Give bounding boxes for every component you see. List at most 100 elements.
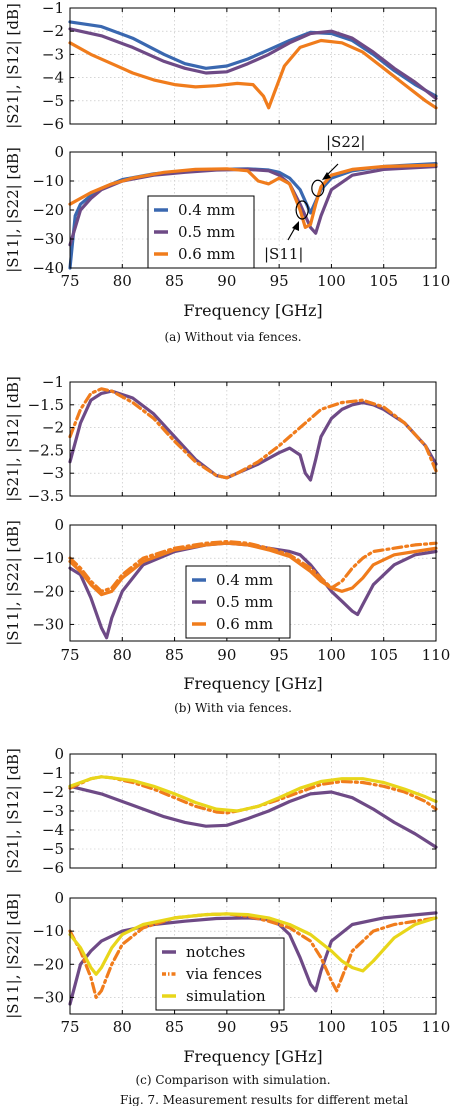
x-tick-label: 110 bbox=[422, 272, 451, 290]
x-tick-label: 105 bbox=[369, 272, 398, 290]
plot-frame bbox=[69, 524, 437, 642]
legend-entry: via fences bbox=[185, 965, 262, 983]
legend-entry: 0.4 mm bbox=[178, 201, 235, 219]
annotation-label-s22: |S22| bbox=[326, 133, 365, 151]
panel-6: −30 −20 −10 0 75 80 85 90 95 100 105 110 |S11|, |S22… bbox=[4, 889, 450, 1087]
y-tick-label: −5 bbox=[42, 840, 64, 858]
legend: notches via fences simulation bbox=[155, 937, 285, 1011]
x-tick-label: 85 bbox=[165, 646, 184, 664]
y-tick-label: −3 bbox=[42, 45, 64, 63]
series-line bbox=[68, 541, 438, 640]
panel-3: −3.5 −3 −2.5 −2 −1.5 −1 |S21|, |S12| [dB] bbox=[4, 373, 438, 505]
legend-frame bbox=[155, 937, 285, 1011]
series-line bbox=[68, 163, 438, 229]
x-axis-label: Frequency [GHz] bbox=[183, 1047, 322, 1066]
y-axis-label: |S11|, |S22| [dB] bbox=[4, 520, 22, 646]
annotation-arrowhead bbox=[322, 172, 331, 180]
y-tick-label: −4 bbox=[42, 69, 64, 87]
legend-entry: 0.6 mm bbox=[216, 615, 273, 633]
series-line bbox=[68, 912, 438, 976]
y-tick-label: 0 bbox=[54, 745, 64, 763]
y-tick-label: −4 bbox=[42, 821, 64, 839]
y-tick-label: −6 bbox=[42, 859, 64, 877]
y-tick-label: −20 bbox=[32, 582, 64, 600]
y-tick-label: −1 bbox=[42, 0, 64, 17]
annotation-ellipse-s11 bbox=[295, 200, 309, 220]
y-tick-label: −2 bbox=[42, 783, 64, 801]
legend-entry: 0.5 mm bbox=[178, 223, 235, 241]
annotation-arrowhead bbox=[292, 221, 299, 231]
y-tick-label: −40 bbox=[32, 259, 64, 277]
x-tick-label: 105 bbox=[369, 646, 398, 664]
x-tick-label: 75 bbox=[60, 272, 79, 290]
legend-entry: simulation bbox=[186, 987, 266, 1005]
y-axis-label: |S11|, |S22| [dB] bbox=[4, 147, 22, 273]
y-tick-label: −1.5 bbox=[28, 396, 64, 414]
x-tick-label: 90 bbox=[217, 1018, 236, 1036]
x-axis-label: Frequency [GHz] bbox=[183, 301, 322, 320]
legend: 0.4 mm 0.5 mm 0.6 mm bbox=[185, 565, 291, 639]
y-tick-label: −1 bbox=[42, 764, 64, 782]
series-line bbox=[68, 784, 438, 849]
annotations: |S22| |S11| bbox=[264, 133, 365, 263]
series-line bbox=[68, 540, 438, 593]
y-tick-label: −30 bbox=[32, 988, 64, 1006]
x-tick-label: 95 bbox=[270, 1018, 289, 1036]
panel-1: −6 −5 −4 −3 −2 −1 |S21|, |S12| [dB] bbox=[4, 0, 438, 133]
x-tick-label: 85 bbox=[165, 272, 184, 290]
x-axis-label: Frequency [GHz] bbox=[183, 674, 322, 693]
figure-caption: Fig. 7. Measurement results for differen… bbox=[120, 1093, 408, 1106]
y-tick-label: −6 bbox=[42, 115, 64, 133]
legend: 0.4 mm 0.5 mm 0.6 mm bbox=[147, 195, 255, 269]
panel-4: −30 −20 −10 0 75 80 85 90 95 100 105 110 |S11|, |S22… bbox=[4, 516, 450, 715]
series-line bbox=[68, 38, 438, 110]
x-tick-label: 80 bbox=[113, 1018, 132, 1036]
x-tick-label: 90 bbox=[217, 646, 236, 664]
y-tick-label: −30 bbox=[32, 615, 64, 633]
x-tick-label: 75 bbox=[60, 1018, 79, 1036]
legend-entry: notches bbox=[186, 943, 245, 961]
series-line bbox=[68, 389, 438, 482]
annotation-label-s11: |S11| bbox=[264, 245, 303, 263]
annotation-ellipse-s22 bbox=[311, 179, 325, 197]
y-axis-label: |S21|, |S12| [dB] bbox=[4, 748, 22, 874]
y-tick-label: −10 bbox=[32, 549, 64, 567]
y-tick-label: 0 bbox=[54, 143, 64, 161]
y-tick-label: −2 bbox=[42, 22, 64, 40]
x-tick-label: 80 bbox=[113, 272, 132, 290]
x-tick-label: 100 bbox=[317, 272, 346, 290]
panel-caption: (b) With via fences. bbox=[174, 701, 292, 715]
x-tick-label: 90 bbox=[217, 272, 236, 290]
y-tick-label: −3 bbox=[42, 802, 64, 820]
y-tick-label: −1 bbox=[42, 373, 64, 391]
plot-frame bbox=[69, 753, 437, 869]
y-tick-label: −20 bbox=[32, 955, 64, 973]
legend-entry: 0.5 mm bbox=[216, 593, 273, 611]
y-tick-label: 0 bbox=[54, 889, 64, 907]
series-line bbox=[68, 775, 438, 813]
x-tick-label: 110 bbox=[422, 1018, 451, 1036]
y-tick-label: −2 bbox=[42, 419, 64, 437]
y-tick-label: −3 bbox=[42, 464, 64, 482]
x-tick-label: 75 bbox=[60, 646, 79, 664]
series-line bbox=[68, 27, 438, 101]
y-axis-label: |S21|, |S12| [dB] bbox=[4, 376, 22, 502]
series-line bbox=[68, 20, 438, 98]
y-axis-label: |S11|, |S22| [dB] bbox=[4, 893, 22, 1019]
y-tick-label: −30 bbox=[32, 230, 64, 248]
x-tick-label: 100 bbox=[317, 646, 346, 664]
y-tick-label: 0 bbox=[54, 516, 64, 534]
x-tick-label: 105 bbox=[369, 1018, 398, 1036]
x-tick-label: 80 bbox=[113, 646, 132, 664]
y-tick-label: −5 bbox=[42, 92, 64, 110]
series-line bbox=[68, 541, 438, 597]
panel-5: −6−5−4−3−2−10 |S21|, |S12| [dB] bbox=[4, 745, 438, 877]
series-line bbox=[68, 912, 438, 999]
panel-2: −40 −30 −20 −10 0 75 80 85 90 95 100 105 110 |S11|, |… bbox=[4, 133, 450, 344]
x-tick-label: 100 bbox=[317, 1018, 346, 1036]
panel-caption: (a) Without via fences. bbox=[164, 330, 301, 344]
x-tick-label: 85 bbox=[165, 1018, 184, 1036]
y-tick-label: −2.5 bbox=[28, 441, 64, 459]
y-tick-label: −10 bbox=[32, 172, 64, 190]
legend-entry: 0.6 mm bbox=[178, 245, 235, 263]
